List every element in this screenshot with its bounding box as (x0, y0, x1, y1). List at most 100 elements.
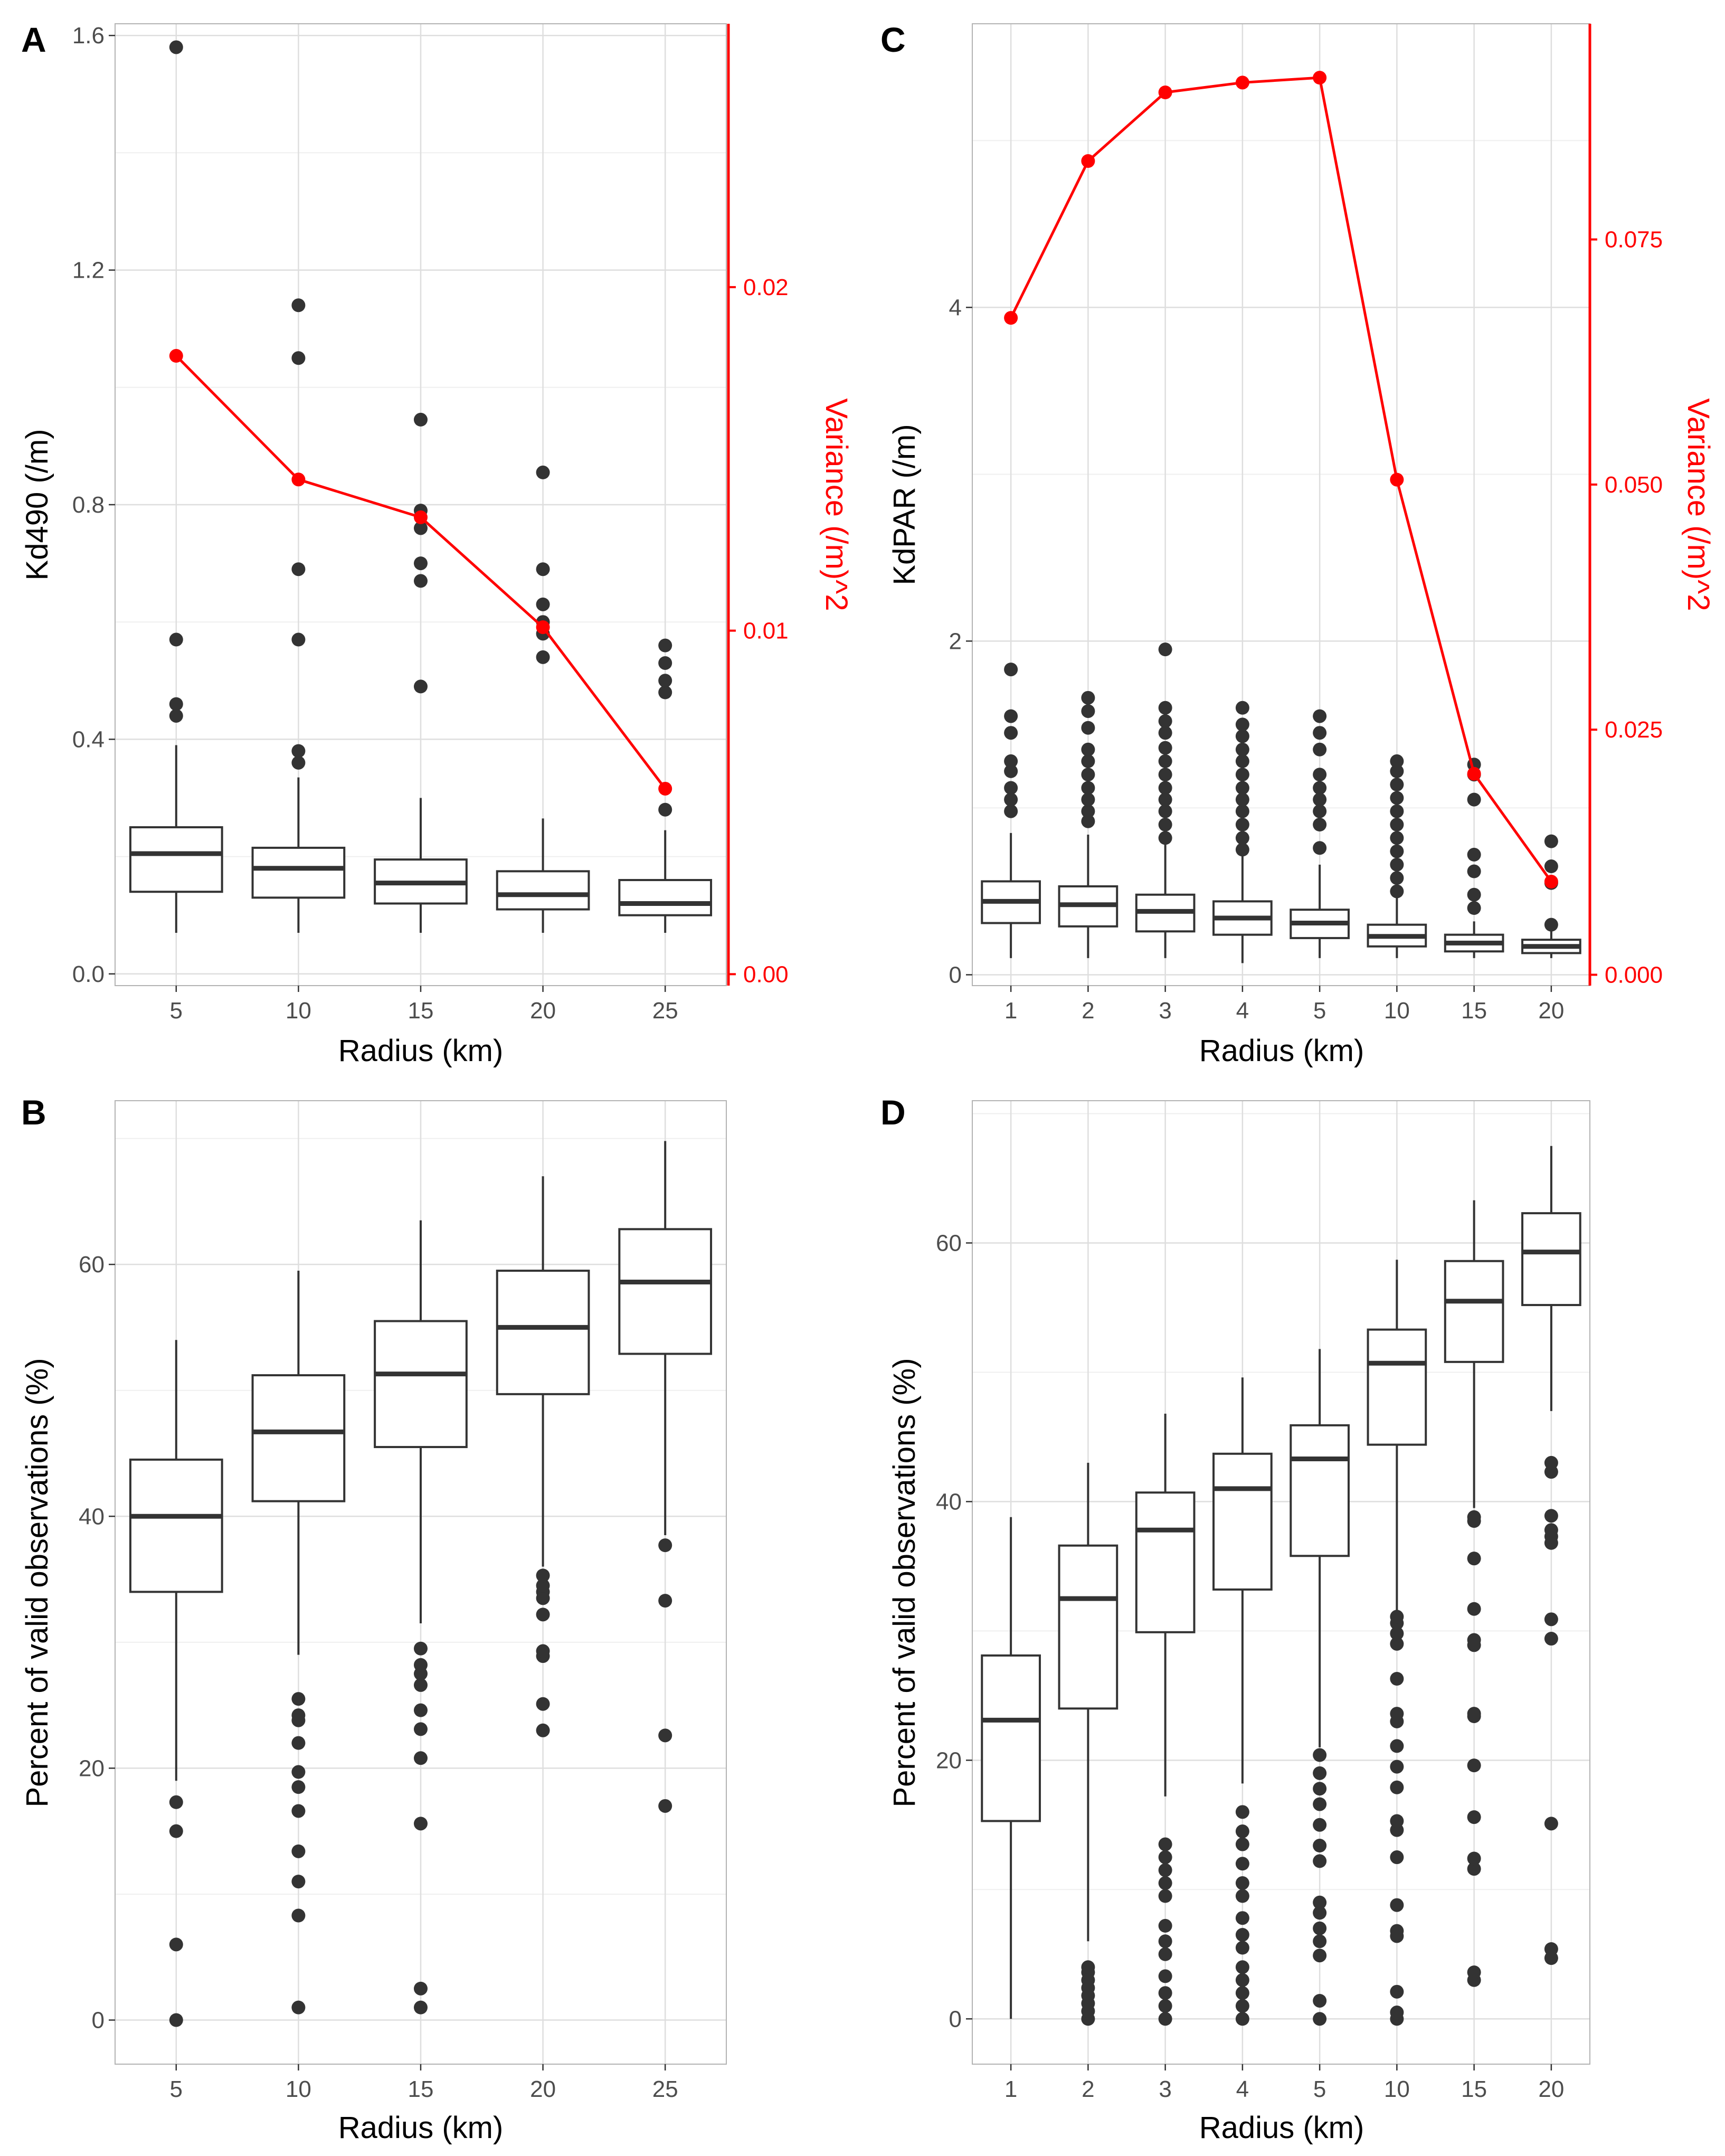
panel-b-box-5 (129, 1340, 223, 2027)
outlier-point (1390, 818, 1404, 832)
outlier-point (1158, 1986, 1172, 2000)
variance-point (291, 472, 306, 487)
panel-d-border (972, 1100, 1590, 2065)
panel-d-box-5 (1290, 1349, 1350, 2026)
outlier-point (1544, 1509, 1558, 1523)
panel-d-x-ticks: 1 2 3 4 5 10 15 20 (1004, 2064, 1564, 2102)
outlier-point (1467, 1552, 1481, 1566)
outlier-point (291, 632, 306, 647)
panel-c-x-tick-label: 3 (1159, 998, 1171, 1024)
panel-c-x-tick-label: 1 (1004, 998, 1017, 1024)
panel-c-y-tick-label: 4 (949, 295, 962, 320)
outlier-point (1235, 1889, 1249, 1903)
outlier-point (1158, 768, 1172, 782)
outlier-point (1004, 764, 1018, 778)
outlier-point (291, 1804, 306, 1818)
panel-c-x-tick-label: 10 (1384, 998, 1410, 1024)
panel-d-y-axis-title: Percent of valid observations (%) (887, 1358, 922, 1807)
panel-d-x-tick-label: 4 (1236, 2076, 1249, 2102)
outlier-point (291, 755, 306, 770)
panel-d: D 0 20 40 60 1 2 3 4 5 10 15 20 Radius (km) Percen… (880, 1093, 1590, 2145)
outlier-point (414, 1703, 428, 1717)
panel-a-x-tick-label: 10 (286, 998, 311, 1024)
panel-c-right-axis-title: Variance (/m)^2 (1681, 398, 1715, 611)
panel-c-x-ticks: 1 2 3 4 5 10 15 20 (1004, 986, 1564, 1024)
outlier-point (1467, 887, 1481, 902)
panel-b-x-tick-label: 5 (170, 2076, 183, 2102)
panel-a-x-tick-label: 20 (530, 998, 556, 1024)
outlier-point (1390, 764, 1404, 778)
outlier-point (169, 1824, 183, 1838)
panel-d-box-20 (1521, 1146, 1581, 1965)
panel-b-y-tick-label: 20 (79, 1755, 105, 1781)
outlier-point (1158, 1889, 1172, 1903)
outlier-point (1390, 1984, 1404, 1999)
outlier-point (1313, 1839, 1327, 1853)
outlier-point (1390, 1898, 1404, 1912)
outlier-point (1235, 2012, 1249, 2026)
iqr-box (618, 1228, 713, 1355)
outlier-point (1235, 1986, 1249, 2000)
panel-a-box-25 (618, 638, 713, 933)
outlier-point (1235, 1857, 1249, 1871)
outlier-point (1158, 741, 1172, 755)
outlier-point (1158, 714, 1172, 729)
outlier-point (1158, 701, 1172, 715)
outlier-point (1390, 1739, 1404, 1753)
outlier-point (1390, 778, 1404, 792)
outlier-point (536, 1644, 550, 1658)
outlier-point (1081, 1960, 1095, 1974)
outlier-point (1467, 1707, 1481, 1721)
panel-b-boxes (129, 1141, 713, 2027)
panel-b-x-ticks: 5 10 15 20 25 (170, 2064, 678, 2102)
outlier-point (1081, 742, 1095, 757)
outlier-point (1313, 804, 1327, 818)
outlier-point (1390, 1610, 1404, 1624)
outlier-point (658, 1594, 672, 1608)
outlier-point (1158, 1969, 1172, 1983)
outlier-point (1235, 729, 1249, 743)
outlier-point (414, 1817, 428, 1831)
panel-c-variance-series (1004, 71, 1558, 889)
iqr-box (129, 1458, 223, 1593)
panel-d-box-2 (1058, 1462, 1119, 2026)
variance-point (1544, 875, 1558, 889)
panel-b-y-tick-label: 60 (79, 1252, 105, 1278)
outlier-point (1390, 1814, 1404, 1828)
outlier-point (1313, 1748, 1327, 1762)
panel-c-y-ticks: 0 2 4 (949, 295, 972, 988)
outlier-point (1390, 1672, 1404, 1686)
outlier-point (1467, 1633, 1481, 1647)
outlier-point (1390, 831, 1404, 845)
outlier-point (291, 1708, 306, 1723)
panel-d-x-tick-label: 5 (1313, 2076, 1326, 2102)
panel-a-right-axis-ticks: 0.00 0.01 0.02 (728, 275, 789, 987)
panel-c-box-3 (1135, 642, 1196, 958)
panel-b-x-axis-title: Radius (km) (338, 2111, 504, 2145)
iqr-box (251, 846, 346, 899)
iqr-box (129, 826, 223, 893)
outlier-point (1235, 742, 1249, 757)
outlier-point (1390, 844, 1404, 858)
outlier-point (1004, 792, 1018, 807)
panel-b-x-tick-label: 20 (530, 2076, 556, 2102)
iqr-box (496, 1270, 590, 1395)
outlier-point (658, 1799, 672, 1813)
outlier-point (414, 574, 428, 588)
outlier-point (1313, 1906, 1327, 1920)
panel-a-x-tick-label: 25 (652, 998, 678, 1024)
outlier-point (1081, 704, 1095, 718)
outlier-point (1313, 726, 1327, 740)
outlier-point (1158, 726, 1172, 740)
panel-c-boxes (981, 642, 1581, 963)
outlier-point (1390, 754, 1404, 768)
outlier-point (1313, 1854, 1327, 1868)
outlier-point (536, 562, 550, 576)
outlier-point (1313, 742, 1327, 757)
outlier-point (291, 298, 306, 313)
variance-point (1235, 75, 1249, 90)
panel-a-x-ticks: 5 10 15 20 25 (170, 986, 678, 1024)
outlier-point (1235, 754, 1249, 768)
outlier-point (1235, 1824, 1249, 1839)
outlier-point (536, 597, 550, 611)
